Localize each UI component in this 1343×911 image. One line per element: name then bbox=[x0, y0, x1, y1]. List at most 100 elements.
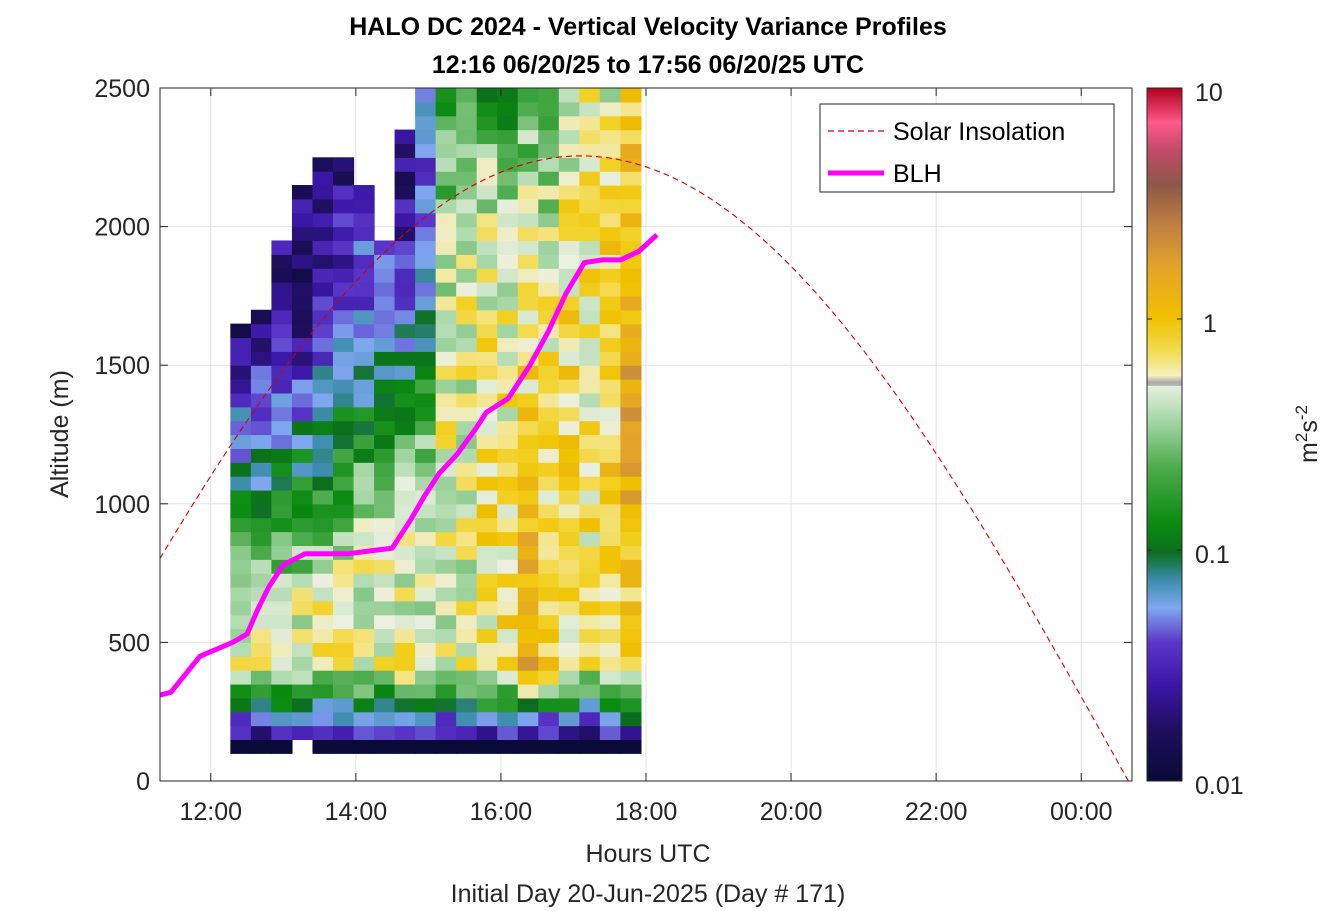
heatmap-cell bbox=[620, 115, 642, 131]
heatmap-cell bbox=[558, 240, 580, 255]
heatmap-cell bbox=[394, 683, 416, 699]
heatmap-cell bbox=[312, 351, 334, 366]
heatmap-cell bbox=[394, 725, 416, 741]
heatmap-cell bbox=[497, 683, 519, 699]
y-tick-label: 500 bbox=[108, 629, 150, 657]
heatmap-cell bbox=[271, 711, 293, 727]
heatmap-cell bbox=[333, 503, 355, 519]
heatmap-cell bbox=[620, 434, 642, 449]
heatmap-cell bbox=[353, 559, 375, 574]
heatmap-cell bbox=[517, 268, 539, 283]
heatmap-cell bbox=[312, 323, 334, 339]
heatmap-cell bbox=[250, 683, 273, 699]
heatmap-cell bbox=[456, 379, 478, 394]
axis-ticks: 12:00 14:00 16:00 18:00 20:00 22:00 00:00 0 500 1… bbox=[94, 75, 1132, 826]
heatmap-cell bbox=[353, 600, 375, 616]
heatmap-cell bbox=[230, 462, 252, 477]
heatmap-cell bbox=[620, 476, 642, 491]
heatmap-cell bbox=[415, 420, 437, 436]
heatmap-cell bbox=[579, 282, 601, 297]
heatmap-cell bbox=[456, 240, 478, 255]
heatmap-cell bbox=[250, 337, 273, 352]
heatmap-cell bbox=[394, 392, 416, 408]
heatmap-cell bbox=[435, 503, 457, 519]
heatmap-cell bbox=[517, 600, 539, 616]
heatmap-cell bbox=[599, 420, 621, 436]
heatmap-cell bbox=[538, 448, 560, 463]
heatmap-cell bbox=[620, 420, 642, 436]
heatmap-cell bbox=[291, 670, 314, 685]
heatmap-cell bbox=[291, 295, 314, 311]
heatmap-cell bbox=[415, 683, 437, 699]
heatmap-cell bbox=[497, 697, 519, 713]
heatmap-cell bbox=[538, 226, 560, 242]
heatmap-cell bbox=[394, 323, 416, 339]
heatmap-cell bbox=[497, 309, 519, 325]
heatmap-cell bbox=[476, 531, 498, 546]
heatmap-cell bbox=[333, 157, 355, 172]
heatmap-cell bbox=[456, 185, 478, 200]
heatmap-cell bbox=[456, 725, 478, 741]
heatmap-cell bbox=[497, 670, 519, 685]
heatmap-cell bbox=[333, 628, 355, 643]
heatmap-cell bbox=[538, 101, 560, 117]
heatmap-cell bbox=[250, 573, 273, 588]
heatmap-cell bbox=[599, 476, 621, 491]
heatmap-cell bbox=[291, 434, 314, 449]
heatmap-cell bbox=[353, 434, 375, 449]
heatmap-cell bbox=[394, 476, 416, 491]
heatmap-cell bbox=[250, 323, 273, 339]
heatmap-cell bbox=[250, 670, 273, 685]
heatmap-cell bbox=[456, 642, 478, 657]
heatmap-cell bbox=[558, 614, 580, 630]
heatmap-cell bbox=[333, 656, 355, 671]
heatmap-cell bbox=[271, 309, 293, 325]
colorbar: 10 1 0.1 0.01 m2s-2 bbox=[1146, 79, 1323, 800]
heatmap-cell bbox=[312, 600, 334, 616]
heatmap-cell bbox=[394, 656, 416, 671]
heatmap-cell bbox=[435, 185, 457, 200]
heatmap-cell bbox=[620, 365, 642, 380]
heatmap-cell bbox=[620, 268, 642, 283]
heatmap-cell bbox=[415, 226, 437, 242]
heatmap-cell bbox=[599, 739, 621, 754]
heatmap-cell bbox=[415, 143, 437, 158]
heatmap-cell bbox=[620, 697, 642, 713]
heatmap-cell bbox=[579, 434, 601, 449]
heatmap-cell bbox=[558, 573, 580, 588]
heatmap-cell bbox=[599, 434, 621, 449]
heatmap-cell bbox=[271, 420, 293, 436]
heatmap-cell bbox=[497, 406, 519, 422]
heatmap-cell bbox=[394, 268, 416, 283]
heatmap-cell bbox=[538, 586, 560, 602]
heatmap-cell bbox=[456, 392, 478, 408]
heatmap-cell bbox=[374, 725, 396, 741]
heatmap-cell bbox=[291, 379, 314, 394]
heatmap-cell bbox=[517, 185, 539, 200]
heatmap-cell bbox=[374, 420, 396, 436]
heatmap-cell bbox=[435, 531, 457, 546]
heatmap-cell bbox=[333, 697, 355, 713]
heatmap-cell bbox=[291, 573, 314, 588]
heatmap-cell bbox=[558, 171, 580, 186]
heatmap-cell bbox=[558, 559, 580, 574]
heatmap-cell bbox=[271, 697, 293, 713]
heatmap-cell bbox=[599, 323, 621, 339]
heatmap-cell bbox=[394, 254, 416, 269]
heatmap-cell bbox=[476, 309, 498, 325]
heatmap-cell bbox=[333, 254, 355, 269]
heatmap-cell bbox=[435, 739, 457, 754]
heatmap-cell bbox=[291, 600, 314, 616]
heatmap-cell bbox=[517, 254, 539, 269]
heatmap-cell bbox=[517, 586, 539, 602]
heatmap-cell bbox=[538, 739, 560, 754]
heatmap-cell bbox=[312, 212, 334, 228]
heatmap-cell bbox=[333, 670, 355, 685]
heatmap-cell bbox=[599, 517, 621, 533]
heatmap-cell bbox=[271, 628, 293, 643]
heatmap-cell bbox=[312, 670, 334, 685]
heatmap-cell bbox=[599, 88, 621, 103]
heatmap-cell bbox=[620, 517, 642, 533]
heatmap-cell bbox=[435, 517, 457, 533]
heatmap-cell bbox=[456, 171, 478, 186]
